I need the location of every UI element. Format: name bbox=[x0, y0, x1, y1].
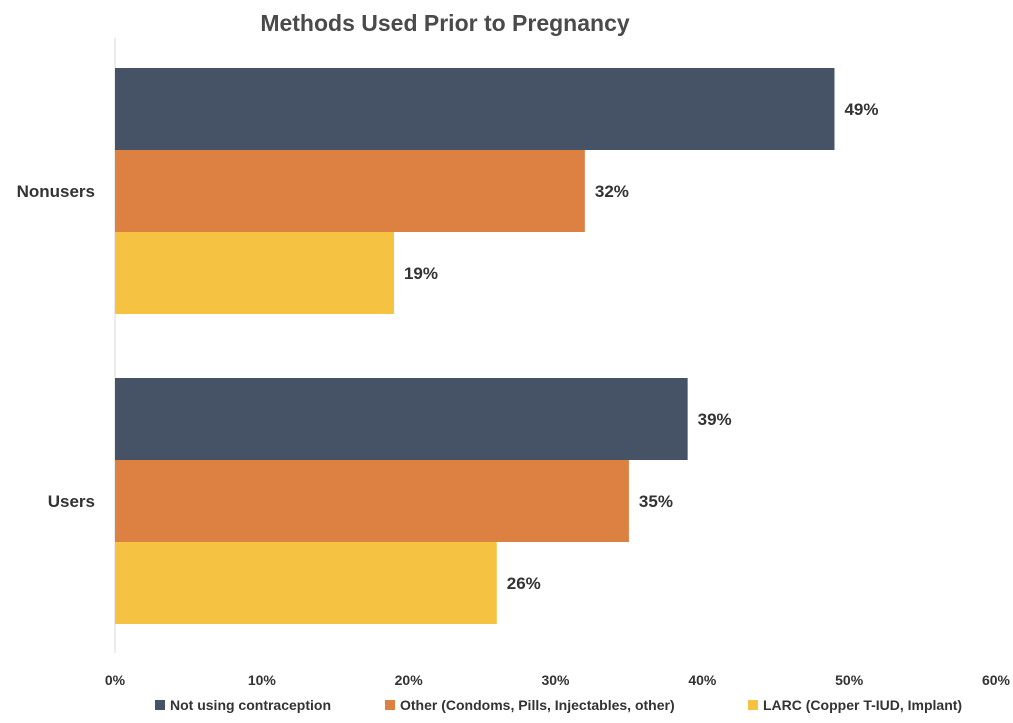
data-label: 39% bbox=[698, 410, 732, 429]
data-label: 49% bbox=[844, 100, 878, 119]
bar-users-series-0 bbox=[115, 378, 688, 460]
data-label: 32% bbox=[595, 182, 629, 201]
data-label: 19% bbox=[404, 264, 438, 283]
legend-label: Other (Condoms, Pills, Injectables, othe… bbox=[400, 697, 675, 713]
category-label: Users bbox=[48, 492, 95, 511]
x-tick-label: 30% bbox=[541, 672, 570, 688]
bar-users-series-2 bbox=[115, 542, 497, 624]
legend-item: Not using contraception bbox=[155, 697, 331, 713]
x-tick-label: 10% bbox=[248, 672, 277, 688]
bar-nonusers-series-2 bbox=[115, 232, 394, 314]
legend-label: LARC (Copper T-IUD, Implant) bbox=[763, 697, 963, 713]
x-tick-label: 60% bbox=[982, 672, 1011, 688]
legend-label: Not using contraception bbox=[170, 697, 331, 713]
legend-item: Other (Condoms, Pills, Injectables, othe… bbox=[385, 697, 675, 713]
legend-swatch bbox=[155, 700, 165, 710]
legend: Not using contraception Other (Condoms, P… bbox=[0, 697, 1013, 721]
bar-nonusers-series-1 bbox=[115, 150, 585, 232]
data-label: 35% bbox=[639, 492, 673, 511]
legend-swatch bbox=[385, 700, 395, 710]
bar-nonusers-series-0 bbox=[115, 68, 835, 150]
legend-item: LARC (Copper T-IUD, Implant) bbox=[748, 697, 962, 713]
x-tick-label: 40% bbox=[688, 672, 717, 688]
x-tick-label: 20% bbox=[395, 672, 424, 688]
category-label: Nonusers bbox=[17, 182, 95, 201]
chart-title: Methods Used Prior to Pregnancy bbox=[260, 10, 630, 36]
x-tick-label: 0% bbox=[105, 672, 126, 688]
data-label: 26% bbox=[507, 574, 541, 593]
bar-users-series-1 bbox=[115, 460, 629, 542]
legend-swatch bbox=[748, 700, 758, 710]
x-tick-label: 50% bbox=[835, 672, 864, 688]
